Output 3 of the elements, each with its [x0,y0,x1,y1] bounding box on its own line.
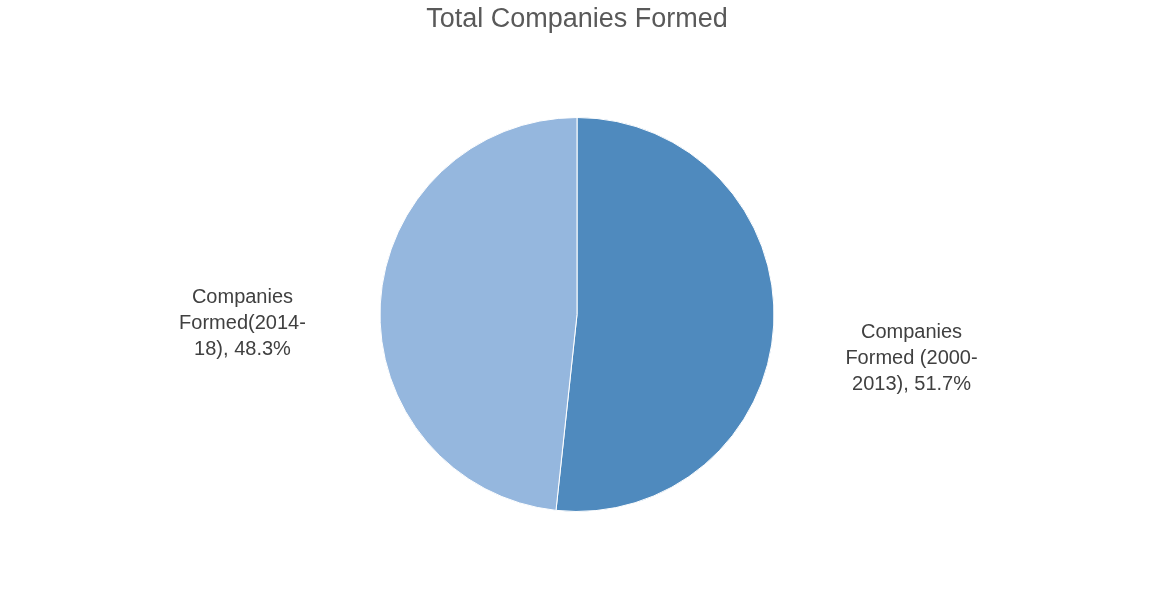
slice-label: Companies Formed(2014-18), 48.3% [179,284,306,359]
slice-label: Companies Formed (2000-2013), 51.7% [845,320,978,395]
chart-title: Total Companies Formed [426,3,728,33]
